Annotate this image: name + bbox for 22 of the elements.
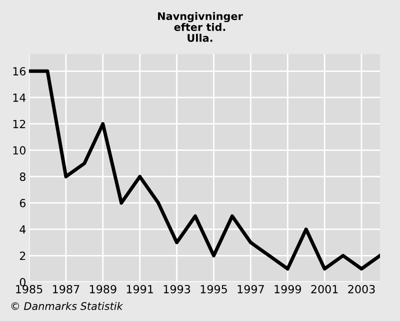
x-tick-label: 1989 xyxy=(90,284,116,294)
x-tick-label: 1995 xyxy=(200,284,227,294)
x-tick-label: 1985 xyxy=(16,284,42,294)
y-tick-label: 4 xyxy=(20,225,26,234)
x-tick-label: 2001 xyxy=(311,284,338,294)
y-tick-label: 6 xyxy=(20,198,26,208)
x-tick-label: 1999 xyxy=(274,284,301,294)
y-tick-label: 16 xyxy=(13,67,26,76)
y-tick-label: 14 xyxy=(13,94,26,102)
y-tick-label: 0 xyxy=(20,278,26,286)
chart-title: Navngivninger efter tid. Ulla. xyxy=(158,12,243,42)
x-tick-label: 1993 xyxy=(164,284,190,294)
x-tick-label: 1997 xyxy=(238,284,264,294)
y-tick-label: 2 xyxy=(20,252,26,260)
text: © Danmarks Statistik xyxy=(11,302,124,310)
y-tick-label: 8 xyxy=(20,172,26,181)
line-series xyxy=(29,69,380,271)
x-tick-label: 1987 xyxy=(53,284,80,294)
y-tick-label: 12 xyxy=(13,120,26,128)
y-tick-label: 10 xyxy=(13,146,26,155)
x-tick-label: 1991 xyxy=(126,284,153,294)
x-tick-label: 2003 xyxy=(348,284,375,294)
